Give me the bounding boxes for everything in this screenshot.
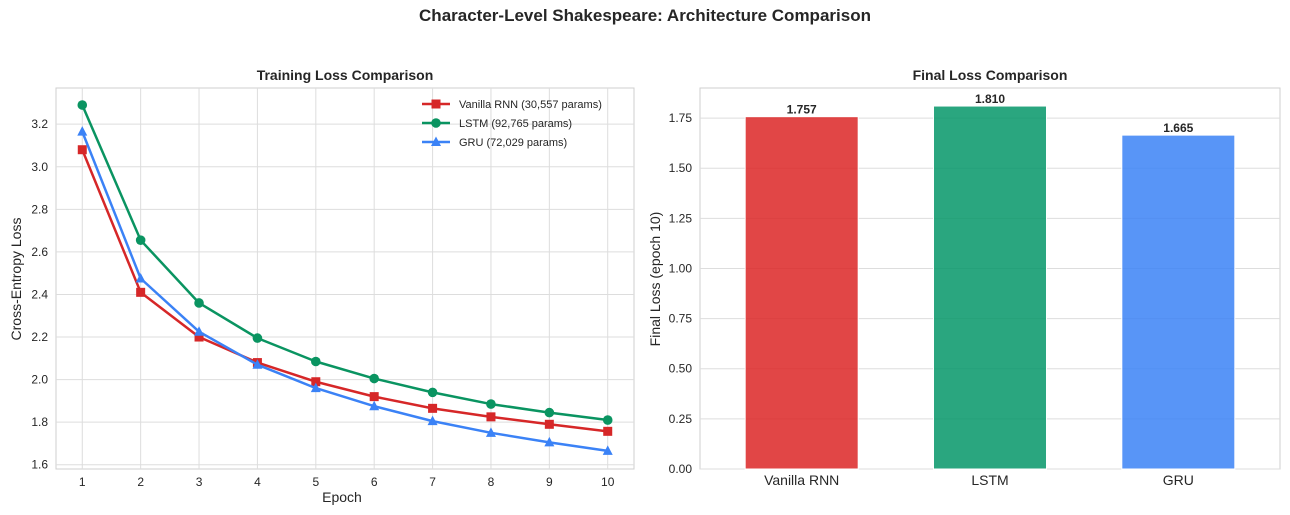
line-chart-x-tick-label: 4 [254, 475, 261, 489]
line-series-0-point [77, 145, 87, 155]
line-series-2-point [485, 427, 496, 437]
line-series-0-path [81, 149, 608, 433]
line-chart-y-tick-label: 2.4 [31, 287, 48, 301]
line-chart-x-tick-label: 6 [371, 475, 378, 489]
line-series-0-point [603, 426, 613, 436]
bar-chart-y-tick-label: 0.25 [669, 412, 693, 426]
line-chart-plot-area [55, 87, 635, 470]
line-series-1 [77, 100, 613, 425]
line-series-2-point [544, 436, 555, 447]
line-chart-y-ticks: 1.6 1.8 2.0 2.2 2.4 2.6 2.8 3.0 3.2 [31, 117, 48, 472]
line-series-2 [77, 126, 613, 455]
bar-chart-y-tick-label: 0.75 [669, 312, 693, 326]
line-chart-y-tick-label: 1.8 [31, 415, 48, 429]
line-series-1-point [544, 407, 555, 418]
line-series-1-point [252, 333, 263, 343]
legend-entry-2: GRU (72,029 params) [422, 136, 567, 149]
legend-entry-1-label: LSTM (92,765 params) [459, 118, 572, 130]
legend-entry-2-marker [431, 136, 441, 146]
line-chart-y-tick-label: 2.0 [31, 373, 48, 387]
bar-chart-x-tick-label: Vanilla RNN [764, 472, 839, 488]
bar-2-value-label: 1.665 [1163, 121, 1193, 135]
line-chart-y-tick-label: 2.2 [31, 330, 48, 344]
line-series-1-point [77, 100, 88, 110]
legend-entry-0: Vanilla RNN (30,557 params) [422, 99, 602, 111]
line-chart-x-tick-label: 3 [196, 475, 203, 489]
line-chart-x-tick-label: 2 [137, 475, 144, 489]
bar-1-value-label: 1.810 [975, 92, 1005, 106]
line-series-2-path [81, 131, 608, 453]
line-series-2-point [310, 382, 321, 393]
line-chart-x-tick-label: 9 [546, 475, 553, 489]
bar-chart-x-tick-label: GRU [1163, 472, 1194, 488]
line-chart-y-tick-label: 1.6 [31, 458, 48, 472]
line-series-1-point [369, 373, 379, 384]
line-series-2-point [602, 445, 613, 455]
line-chart-y-tick-label: 2.6 [31, 245, 48, 259]
figure-title: Character-Level Shakespeare: Architectur… [419, 6, 871, 25]
bar-2 [1121, 134, 1236, 470]
bar-chart-y-ticks: 0.00 0.25 0.50 0.75 1.00 1.25 1.50 1.75 [669, 111, 693, 476]
line-series-1-path [81, 104, 608, 422]
line-chart-y-tick-label: 3.0 [31, 160, 48, 174]
line-series-0-point [136, 287, 146, 297]
line-chart-x-axis-label: Epoch [322, 489, 362, 505]
line-series-0-point [369, 392, 379, 402]
line-series-1-point [602, 415, 613, 425]
line-chart-y-tick-label: 2.8 [31, 202, 48, 216]
bar-0 [744, 116, 859, 470]
bar-1 [933, 105, 1047, 470]
line-chart: 1.61.82.02.22.42.62.83.03.2 1 2 3 4 5 6 7 8 9 10 … [8, 67, 635, 505]
line-chart-x-tick-label: 7 [429, 475, 436, 489]
bar-chart-y-tick-label: 1.50 [669, 161, 693, 175]
line-series-1-point [427, 387, 438, 398]
bar-chart: 0.000.250.500.751.001.251.501.75 1.7571.… [647, 67, 1281, 488]
bar-chart-y-tick-label: 1.25 [669, 211, 693, 225]
line-chart-x-ticks: 1 2 3 4 5 6 7 8 9 10 [79, 475, 615, 489]
line-chart-title: Training Loss Comparison [257, 67, 434, 83]
line-chart-x-tick-label: 8 [488, 475, 495, 489]
line-series-0-point [486, 412, 496, 422]
line-series-1-point [135, 235, 146, 245]
line-chart-x-tick-label: 1 [79, 475, 86, 489]
legend-entry-0-label: Vanilla RNN (30,557 params) [459, 99, 602, 111]
line-series-1-point [311, 356, 321, 367]
line-series-0-point [194, 332, 204, 342]
bar-chart-y-tick-label: 1.00 [669, 261, 693, 275]
line-series-2-point [77, 126, 88, 136]
line-chart-x-tick-label: 10 [601, 475, 615, 489]
line-series-2-point [369, 400, 380, 411]
legend-entry-2-label: GRU (72,029 params) [459, 137, 567, 149]
legend-entry-0-marker [431, 99, 441, 109]
bar-chart-x-ticks: Vanilla RNN LSTM GRU [764, 472, 1194, 488]
line-series-0-point [311, 377, 321, 387]
line-series-1-point [486, 399, 496, 409]
bar-0-value-label: 1.757 [787, 103, 817, 117]
line-chart-y-axis-label: Cross-Entropy Loss [8, 218, 24, 341]
line-series-2-point [135, 273, 146, 283]
bar-chart-y-axis-label: Final Loss (epoch 10) [647, 212, 663, 347]
bar-chart-y-tick-label: 0.00 [669, 462, 693, 476]
line-series-0-point [544, 419, 554, 429]
bar-chart-x-tick-label: LSTM [971, 472, 1008, 488]
bar-chart-y-tick-label: 1.75 [669, 111, 693, 125]
line-chart-legend: Vanilla RNN (30,557 params) LSTM (92,765 … [422, 99, 602, 149]
legend-entry-1: LSTM (92,765 params) [422, 118, 572, 130]
legend-entry-1-marker [431, 118, 441, 128]
line-series-1-point [194, 298, 204, 308]
line-chart-y-tick-label: 3.2 [31, 117, 48, 131]
bar-chart-y-tick-label: 0.50 [669, 362, 693, 376]
line-series-2-point [252, 359, 263, 369]
line-series-2-point [194, 326, 205, 336]
line-chart-series [77, 100, 613, 455]
line-chart-x-tick-label: 5 [312, 475, 319, 489]
bar-chart-title: Final Loss Comparison [913, 67, 1068, 83]
line-series-2-point [427, 415, 438, 426]
bar-chart-bars: 1.757 1.810 1.665 [744, 92, 1236, 470]
line-series-0-point [428, 403, 438, 413]
